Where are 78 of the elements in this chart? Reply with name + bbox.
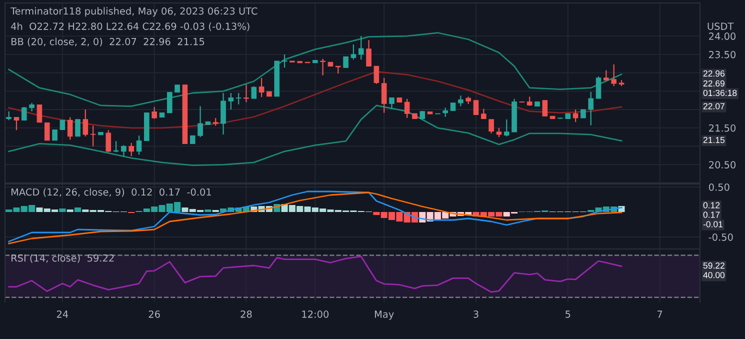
candlestick <box>381 77 387 114</box>
candlestick <box>458 95 464 107</box>
bar <box>74 208 82 212</box>
candlestick <box>52 129 58 141</box>
candlestick <box>36 104 42 123</box>
y-tick-label: 24.00 <box>709 32 736 40</box>
chart-title: Terminator118 published, May 06, 2023 06:23 UTC <box>10 7 258 17</box>
x-tick-label: May <box>374 310 394 320</box>
y-tick-label: 23.50 <box>709 50 736 58</box>
line-series <box>8 32 622 107</box>
candlestick <box>366 40 372 67</box>
candlestick <box>480 108 486 120</box>
candlestick <box>473 100 479 116</box>
candlestick <box>90 125 96 147</box>
text: -0.01 <box>703 221 723 228</box>
y-tick-label: 0.50 <box>708 183 730 191</box>
annotation: 4h O22.72 H22.80 L22.64 C22.69 -0.03 (-0.13%) <box>11 22 250 32</box>
text: 40.00 <box>703 272 725 278</box>
candlestick <box>572 108 578 123</box>
x-tick-label: 3 <box>474 310 478 318</box>
annotation: 22.07 <box>703 103 724 110</box>
candlestick <box>488 118 494 134</box>
annotation: 0.12 <box>703 202 720 208</box>
x-tick-label: 12:00 <box>302 310 329 318</box>
candlestick <box>350 44 356 60</box>
candlestick <box>21 106 27 121</box>
candlestick <box>244 84 249 103</box>
candlestick <box>504 118 510 137</box>
candlestick <box>121 144 126 157</box>
candlestick <box>236 92 242 105</box>
annotation: 22.69 <box>703 80 724 87</box>
candlestick <box>442 107 448 118</box>
candlestick <box>167 92 172 114</box>
annotation: BB (20, close, 2, 0) 22.07 22.96 21.15 <box>12 38 204 46</box>
candlestick <box>136 135 142 156</box>
candlestick <box>343 56 348 68</box>
text: 01:36:18 <box>703 90 737 96</box>
candlestick <box>60 120 66 130</box>
candlestick <box>588 91 594 126</box>
chart-title: MACD (12, 26, close, 9) 0.12 0.17 -0.01 <box>12 188 211 197</box>
x-tick-label: 26 <box>148 310 160 318</box>
x-tick-label: 7 <box>658 310 662 318</box>
candlestick <box>82 108 88 137</box>
chart-title: RSI (14, close) 59.22 <box>12 254 114 263</box>
candlestick <box>389 97 394 110</box>
candlestick <box>604 70 609 81</box>
y-axis-title: USDT <box>708 22 734 30</box>
candlestick <box>251 86 257 100</box>
candlestick <box>542 100 548 117</box>
y-tick-label: 21.50 <box>709 124 736 132</box>
candlestick <box>320 58 326 76</box>
annotation: 22.96 <box>703 70 725 77</box>
x-tick-label: 28 <box>240 310 252 318</box>
candlestick <box>75 118 80 137</box>
candlestick <box>14 116 20 131</box>
x-tick-label: 24 <box>56 310 68 318</box>
candlestick <box>198 106 203 138</box>
text: 0.17 <box>703 212 720 218</box>
candlestick <box>67 116 73 140</box>
candlestick <box>44 122 50 141</box>
candlestick <box>526 96 532 106</box>
candlestick <box>611 64 616 87</box>
candlestick <box>374 66 380 84</box>
candlestick <box>404 98 410 119</box>
y-tick-label: 20.50 <box>709 161 736 168</box>
candlestick <box>258 77 264 98</box>
candlestick <box>496 127 502 138</box>
candlestick <box>358 36 364 60</box>
annotation: 59.22 <box>703 262 724 269</box>
candlestick <box>596 76 602 100</box>
x-tick-label: 5 <box>566 310 570 318</box>
candlestick <box>228 92 234 110</box>
bar <box>59 208 66 212</box>
y-tick-label: -0.50 <box>708 233 733 241</box>
candlestick <box>220 92 226 136</box>
annotation: 21.15 <box>703 136 725 144</box>
candlestick <box>128 142 134 157</box>
candlestick <box>106 130 112 153</box>
